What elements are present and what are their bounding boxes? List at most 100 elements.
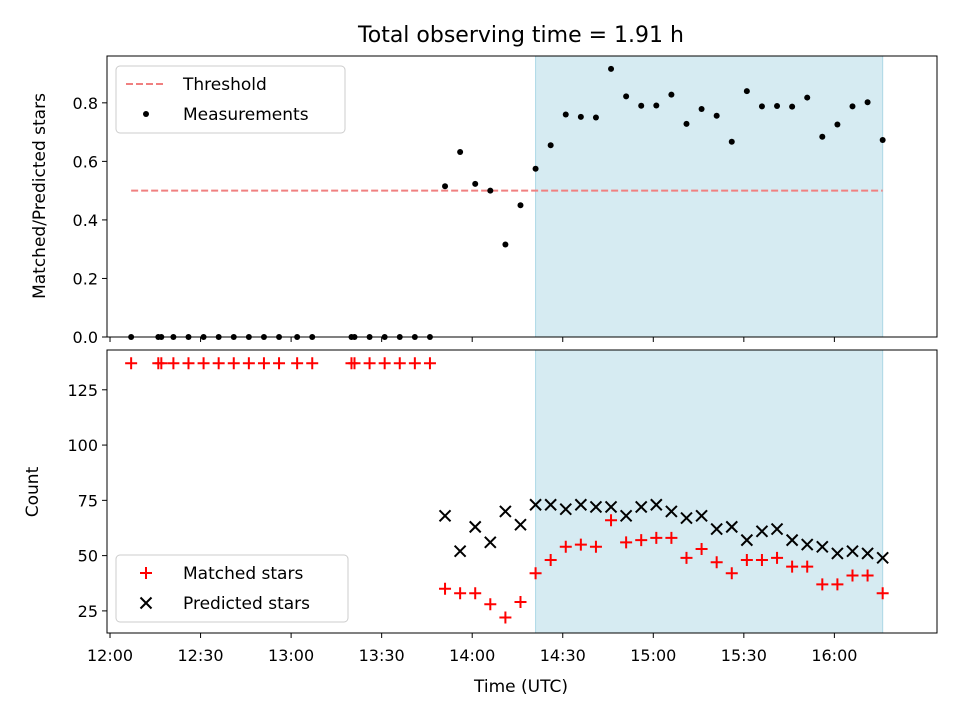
matched-star-point: [574, 538, 587, 551]
predicted-star-point: [785, 533, 799, 547]
predicted-star-point: [469, 520, 482, 534]
predicted-star-point: [635, 500, 648, 514]
measurement-point: [789, 103, 796, 110]
matched-star-point: [257, 357, 270, 370]
measurement-point: [758, 103, 765, 110]
predicted-star-point: [529, 498, 542, 511]
predicted-star-point: [725, 520, 738, 534]
measurement-point: [592, 114, 599, 121]
measurement-point: [472, 180, 479, 187]
x-tick-label: 15:00: [630, 646, 676, 665]
matched-star-point: [710, 556, 723, 569]
x-tick-label: 12:00: [87, 646, 133, 665]
matched-star-point: [620, 536, 633, 549]
axes-frame: [106, 349, 938, 634]
matched-star-point: [306, 357, 319, 370]
predicted-star-point: [574, 498, 588, 511]
matched-star-point: [484, 598, 497, 611]
legend-label: Predicted stars: [183, 594, 310, 614]
matched-star-point: [605, 514, 618, 527]
x-tick-label: 13:30: [359, 646, 405, 665]
matched-star-point: [680, 551, 693, 564]
x-axis-label: Time (UTC): [473, 677, 568, 697]
matched-star-point: [816, 578, 829, 591]
x-tick-label: 15:30: [721, 646, 767, 665]
y-tick-label: 100: [67, 436, 98, 455]
measurement-point: [819, 133, 826, 140]
x-tick-label: 14:00: [449, 646, 495, 665]
predicted-star-point: [770, 522, 784, 536]
x-tick-label: 16:00: [811, 646, 857, 665]
matched-star-point: [273, 357, 286, 370]
predicted-star-point: [755, 525, 769, 538]
matched-star-point: [212, 357, 225, 370]
top-y-axis-label: Matched/Predicted stars: [30, 93, 50, 299]
matched-star-point: [559, 540, 572, 553]
measurement-point: [834, 121, 841, 128]
measurement-point: [547, 142, 554, 149]
measurement-point: [608, 65, 615, 72]
predicted-star-point: [619, 509, 633, 523]
predicted-star-point: [650, 498, 663, 511]
measurement-point: [728, 138, 735, 145]
measurement-point: [532, 165, 539, 172]
matched-star-point: [801, 560, 814, 573]
chart-title: Total observing time = 1.91 h: [357, 23, 684, 48]
matched-star-point: [197, 357, 210, 370]
matched-star-point: [740, 554, 753, 567]
matched-star-point: [635, 534, 648, 547]
measurement-point: [562, 111, 569, 118]
predicted-star-point: [499, 505, 512, 518]
matched-star-point: [771, 551, 784, 564]
measurement-point: [864, 99, 871, 106]
matched-star-point: [242, 357, 255, 370]
y-tick-label: 0.6: [73, 152, 98, 171]
measurement-point: [879, 137, 886, 144]
panel-top: 0.0 0.2 0.4 0.6 0.8 Threshold Measurements: [73, 55, 938, 347]
y-tick-label: 25: [78, 602, 98, 621]
matched-star-point: [665, 531, 678, 544]
measurement-point: [804, 94, 811, 101]
measurement-point: [487, 187, 494, 194]
y-tick-label: 0.0: [73, 328, 98, 347]
predicted-star-point: [846, 544, 859, 558]
measurement-point: [502, 241, 509, 248]
legend-label: Measurements: [183, 105, 309, 125]
measurement-point: [668, 91, 675, 98]
measurement-point: [623, 93, 630, 100]
predicted-star-point: [861, 547, 874, 560]
matched-star-point: [650, 531, 663, 544]
panel-bottom: 25 50 75 100 125 12:00 12:30 13:00 13:30 14:00 14:…: [67, 349, 938, 665]
y-tick-label: 125: [67, 381, 98, 400]
measurement-point: [774, 103, 781, 110]
y-tick-label: 75: [78, 491, 98, 510]
predicted-star-point: [816, 540, 829, 553]
predicted-star-point: [589, 500, 603, 514]
predicted-star-point: [514, 518, 527, 531]
legend-label: Matched stars: [183, 564, 303, 584]
matched-star-point: [514, 596, 527, 609]
matched-star-point: [393, 357, 406, 370]
matched-star-point: [227, 357, 240, 370]
legend: Threshold Measurements: [115, 65, 346, 134]
matched-star-point: [439, 582, 452, 595]
y-tick-label: 0.2: [73, 269, 98, 288]
measurement-point: [517, 202, 524, 209]
matched-star-point: [423, 357, 436, 370]
matched-star-point: [695, 542, 708, 555]
matched-star-point: [589, 540, 602, 553]
predicted-star-point: [680, 511, 693, 525]
predicted-star-point: [695, 509, 708, 523]
matched-star-point: [125, 357, 138, 370]
matched-star-point: [529, 567, 542, 580]
legend-label: Threshold: [182, 75, 267, 95]
measurement-point: [698, 105, 705, 112]
x-tick-label: 12:30: [178, 646, 224, 665]
matched-star-point: [544, 554, 557, 567]
matched-star-point: [378, 357, 391, 370]
predicted-star-point: [559, 502, 572, 516]
predicted-star-point: [831, 547, 844, 560]
legend-key-matched: [140, 567, 152, 579]
x-tick-label: 13:00: [268, 646, 314, 665]
